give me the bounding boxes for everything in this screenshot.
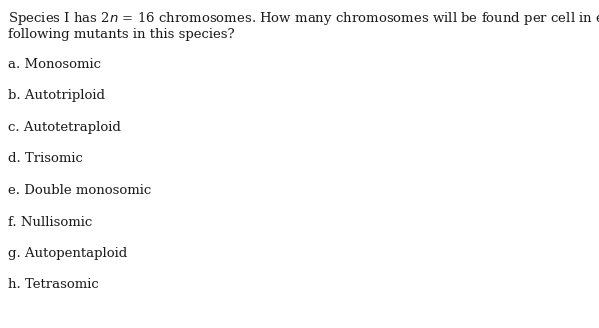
Text: f. Nullisomic: f. Nullisomic [8,215,92,229]
Text: e. Double monosomic: e. Double monosomic [8,184,152,197]
Text: Species I has 2$n$ = 16 chromosomes. How many chromosomes will be found per cell: Species I has 2$n$ = 16 chromosomes. How… [8,10,599,27]
Text: a. Monosomic: a. Monosomic [8,58,101,71]
Text: d. Trisomic: d. Trisomic [8,153,83,166]
Text: c. Autotetraploid: c. Autotetraploid [8,121,121,134]
Text: b. Autotriploid: b. Autotriploid [8,90,105,102]
Text: following mutants in this species?: following mutants in this species? [8,28,235,41]
Text: g. Autopentaploid: g. Autopentaploid [8,247,127,260]
Text: h. Tetrasomic: h. Tetrasomic [8,278,99,292]
